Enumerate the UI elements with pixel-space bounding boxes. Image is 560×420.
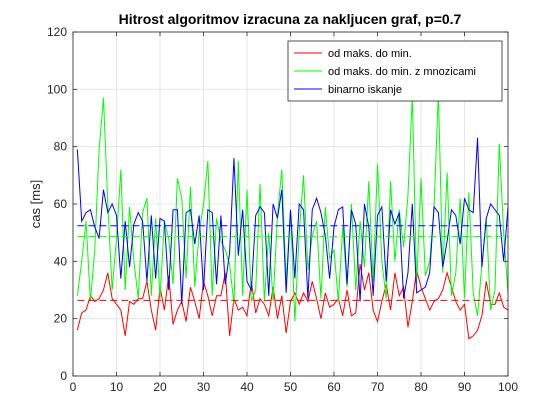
y-tick-label: 0 — [60, 369, 67, 383]
x-tick-label: 10 — [110, 380, 124, 394]
x-tick-label: 60 — [327, 380, 341, 394]
x-tick-label: 50 — [284, 380, 298, 394]
x-tick-label: 0 — [70, 380, 77, 394]
plot-area: 0 10 20 30 40 50 60 70 80 90 100 0 20 40 60 80 100 120 od … — [47, 25, 518, 394]
y-tick-label: 20 — [54, 312, 68, 326]
x-tick-label: 70 — [371, 380, 385, 394]
x-tick-label: 30 — [197, 380, 211, 394]
x-tick-label: 80 — [414, 380, 428, 394]
x-tick-label: 100 — [498, 380, 518, 394]
legend-label: od maks. do min. — [328, 48, 412, 60]
x-tick-label: 40 — [240, 380, 254, 394]
legend-label: binarno iskanje — [328, 84, 402, 96]
y-tick-label: 40 — [54, 254, 68, 268]
y-tick-label: 100 — [47, 82, 67, 96]
series-line-2 — [76, 138, 509, 305]
y-axis-label: cas [ms] — [28, 180, 43, 228]
x-tick-label: 20 — [153, 380, 167, 394]
legend-label: od maks. do min. z mnozicami — [328, 66, 476, 78]
x-tick-label: 90 — [458, 380, 472, 394]
y-tick-label: 80 — [54, 140, 68, 154]
y-tick-label: 120 — [47, 25, 67, 39]
chart-title: Hitrost algoritmov izracuna za nakljucen… — [119, 11, 462, 27]
legend-box — [287, 40, 503, 102]
y-tick-label: 60 — [54, 197, 68, 211]
